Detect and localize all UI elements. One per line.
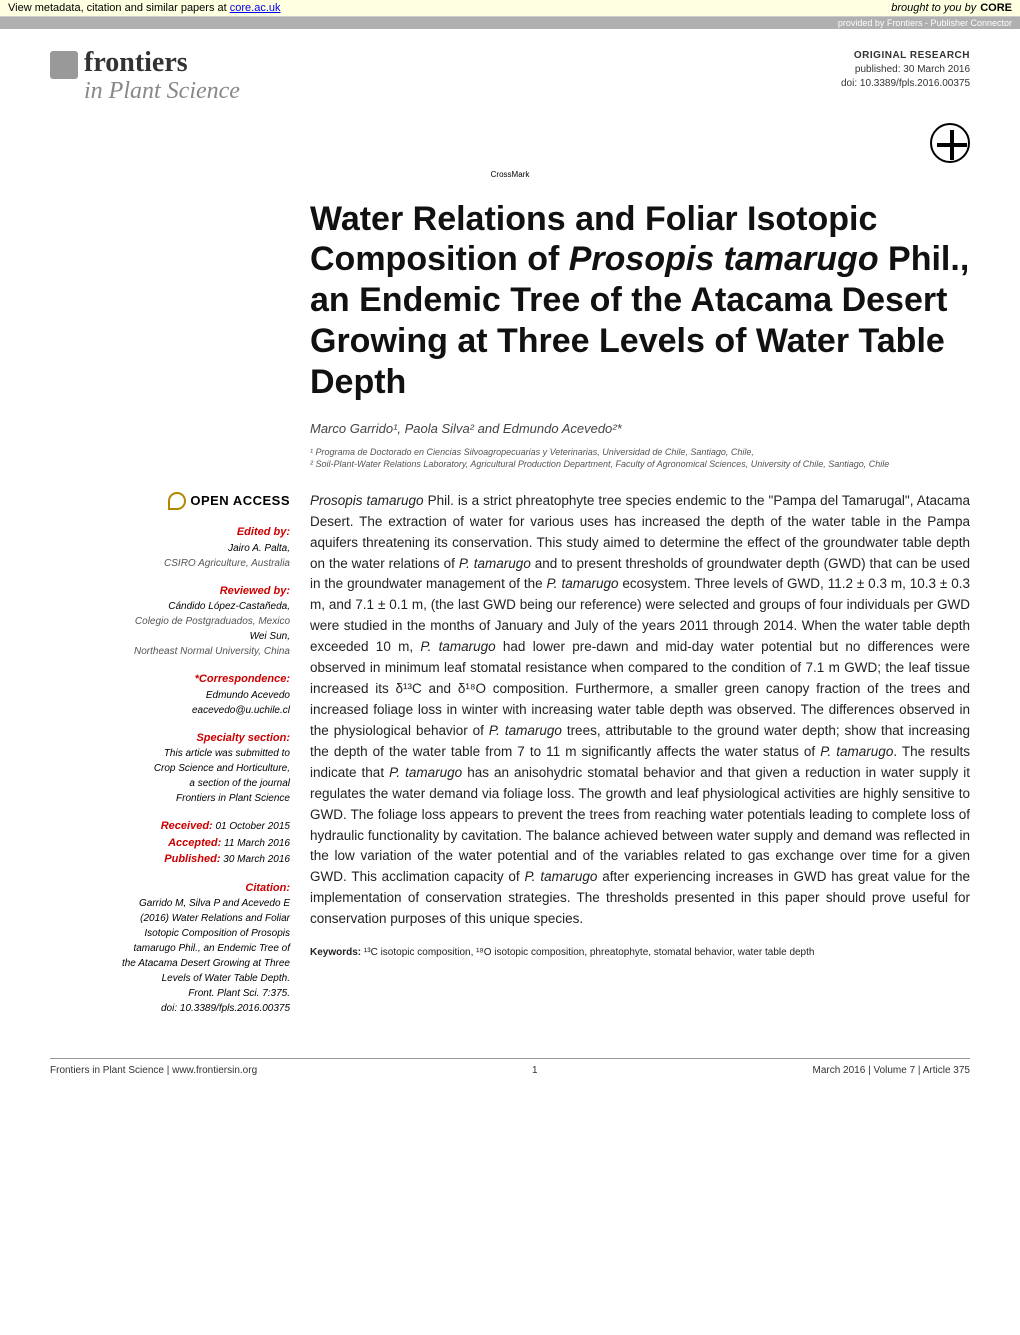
journal-logo: frontiers in Plant Science bbox=[50, 49, 240, 103]
two-column-layout: OPEN ACCESS Edited by: Jairo A. Palta, C… bbox=[50, 491, 970, 1029]
page-number: 1 bbox=[257, 1065, 812, 1076]
citation-doi[interactable]: doi: 10.3389/fpls.2016.00375 bbox=[50, 1001, 290, 1016]
affiliations: ¹ Programa de Doctorado en Ciencias Silv… bbox=[310, 446, 970, 471]
published-label: Published: bbox=[164, 853, 220, 865]
title-species: Prosopis tamarugo bbox=[569, 240, 879, 278]
species-name: Prosopis tamarugo bbox=[310, 493, 424, 508]
footer-journal-link[interactable]: Frontiers in Plant Science bbox=[50, 1065, 164, 1076]
citation-line: Isotopic Composition of Prosopis bbox=[50, 926, 290, 941]
edited-by-section: Edited by: Jairo A. Palta, CSIRO Agricul… bbox=[50, 524, 290, 571]
citation-line: (2016) Water Relations and Foliar bbox=[50, 911, 290, 926]
citation-heading: Citation: bbox=[50, 880, 290, 897]
reviewer-affiliation: Colegio de Postgraduados, Mexico bbox=[50, 614, 290, 629]
keywords-label: Keywords: bbox=[310, 947, 364, 958]
citation-line: Front. Plant Sci. 7:375. bbox=[50, 986, 290, 1001]
species-name: P. tamarugo bbox=[420, 639, 495, 654]
accepted-value: 11 March 2016 bbox=[221, 838, 290, 849]
core-brand: CORE bbox=[980, 2, 1012, 14]
core-banner-text: View metadata, citation and similar pape… bbox=[8, 2, 230, 14]
received-label: Received: bbox=[161, 820, 213, 832]
publication-info: ORIGINAL RESEARCH published: 30 March 20… bbox=[841, 49, 970, 91]
footer-separator: | bbox=[164, 1065, 172, 1076]
article-title: Water Relations and Foliar Isotopic Comp… bbox=[310, 199, 970, 403]
core-banner-left: View metadata, citation and similar pape… bbox=[8, 2, 281, 14]
open-access-badge: OPEN ACCESS bbox=[50, 491, 290, 511]
specialty-line: Frontiers in Plant Science bbox=[50, 791, 290, 806]
citation-line: Levels of Water Table Depth. bbox=[50, 971, 290, 986]
reviewer-name: Cándido López-Castañeda, bbox=[50, 599, 290, 614]
correspondence-section: *Correspondence: Edmundo Acevedo eaceved… bbox=[50, 671, 290, 718]
citation-line: the Atacama Desert Growing at Three bbox=[50, 956, 290, 971]
journal-name: frontiers bbox=[50, 49, 240, 79]
editor-name: Jairo A. Palta, bbox=[50, 541, 290, 556]
species-name: P. tamarugo bbox=[459, 556, 531, 571]
corresponding-author: Edmundo Acevedo bbox=[50, 688, 290, 703]
specialty-line: a section of the journal bbox=[50, 776, 290, 791]
edited-by-heading: Edited by: bbox=[50, 524, 290, 541]
core-metadata-banner: View metadata, citation and similar pape… bbox=[0, 0, 1020, 17]
published-date: published: 30 March 2016 bbox=[841, 63, 970, 77]
published-value: 30 March 2016 bbox=[221, 854, 291, 865]
specialty-line: This article was submitted to bbox=[50, 746, 290, 761]
page-footer: Frontiers in Plant Science | www.frontie… bbox=[50, 1058, 970, 1076]
footer-issue-info: March 2016 | Volume 7 | Article 375 bbox=[812, 1065, 970, 1076]
specialty-line: Crop Science and Horticulture, bbox=[50, 761, 290, 776]
doi: doi: 10.3389/fpls.2016.00375 bbox=[841, 77, 970, 91]
abstract-paragraph: Prosopis tamarugo Phil. is a strict phre… bbox=[310, 491, 970, 930]
editor-affiliation: CSIRO Agriculture, Australia bbox=[50, 556, 290, 571]
keywords-text: ¹³C isotopic composition, ¹⁸O isotopic c… bbox=[364, 947, 815, 958]
reviewer-affiliation: Northeast Normal University, China bbox=[50, 644, 290, 659]
article-page: frontiers in Plant Science ORIGINAL RESE… bbox=[0, 29, 1020, 1106]
received-value: 01 October 2015 bbox=[213, 821, 290, 832]
article-type: ORIGINAL RESEARCH bbox=[841, 49, 970, 63]
accepted-label: Accepted: bbox=[168, 837, 221, 849]
received-date: Received: 01 October 2015 bbox=[50, 818, 290, 835]
reviewed-by-heading: Reviewed by: bbox=[50, 583, 290, 600]
header-row: frontiers in Plant Science ORIGINAL RESE… bbox=[50, 49, 970, 103]
authors: Marco Garrido¹, Paola Silva² and Edmundo… bbox=[310, 421, 970, 436]
abstract-text: has an anisohydric stomatal behavior and… bbox=[310, 765, 970, 885]
citation-line: tamarugo Phil., an Endemic Tree of bbox=[50, 941, 290, 956]
core-banner-right: brought to you by CORE bbox=[891, 2, 1012, 14]
crossmark-label: CrossMark bbox=[50, 170, 970, 179]
journal-subtitle: in Plant Science bbox=[84, 79, 240, 103]
affiliation-1: ¹ Programa de Doctorado en Ciencias Silv… bbox=[310, 446, 970, 459]
species-name: P. tamarugo bbox=[389, 765, 462, 780]
specialty-heading: Specialty section: bbox=[50, 730, 290, 747]
corresponding-email[interactable]: eacevedo@u.uchile.cl bbox=[50, 703, 290, 718]
core-brought-by: brought to you by bbox=[891, 2, 976, 14]
affiliation-2: ² Soil-Plant-Water Relations Laboratory,… bbox=[310, 458, 970, 471]
article-sidebar: OPEN ACCESS Edited by: Jairo A. Palta, C… bbox=[50, 491, 290, 1029]
citation-line: Garrido M, Silva P and Acevedo E bbox=[50, 896, 290, 911]
citation-section: Citation: Garrido M, Silva P and Acevedo… bbox=[50, 880, 290, 1017]
reviewer-name: Wei Sun, bbox=[50, 629, 290, 644]
species-name: P. tamarugo bbox=[525, 869, 598, 884]
core-link[interactable]: core.ac.uk bbox=[230, 2, 281, 14]
species-name: P. tamarugo bbox=[489, 723, 562, 738]
keywords: Keywords: ¹³C isotopic composition, ¹⁸O … bbox=[310, 946, 970, 960]
reviewed-by-section: Reviewed by: Cándido López-Castañeda, Co… bbox=[50, 583, 290, 660]
correspondence-heading: *Correspondence: bbox=[50, 671, 290, 688]
published-date: Published: 30 March 2016 bbox=[50, 851, 290, 868]
abstract: Prosopis tamarugo Phil. is a strict phre… bbox=[310, 491, 970, 1029]
crossmark-icon bbox=[930, 123, 970, 163]
provided-by-bar: provided by Frontiers - Publisher Connec… bbox=[0, 17, 1020, 29]
footer-left: Frontiers in Plant Science | www.frontie… bbox=[50, 1065, 257, 1076]
specialty-section: Specialty section: This article was subm… bbox=[50, 730, 290, 807]
footer-site-link[interactable]: www.frontiersin.org bbox=[172, 1065, 257, 1076]
crossmark-block[interactable]: CrossMark bbox=[50, 123, 970, 179]
dates-section: Received: 01 October 2015 Accepted: 11 M… bbox=[50, 818, 290, 868]
species-name: P. tamarugo bbox=[547, 576, 619, 591]
species-name: P. tamarugo bbox=[820, 744, 893, 759]
accepted-date: Accepted: 11 March 2016 bbox=[50, 835, 290, 852]
